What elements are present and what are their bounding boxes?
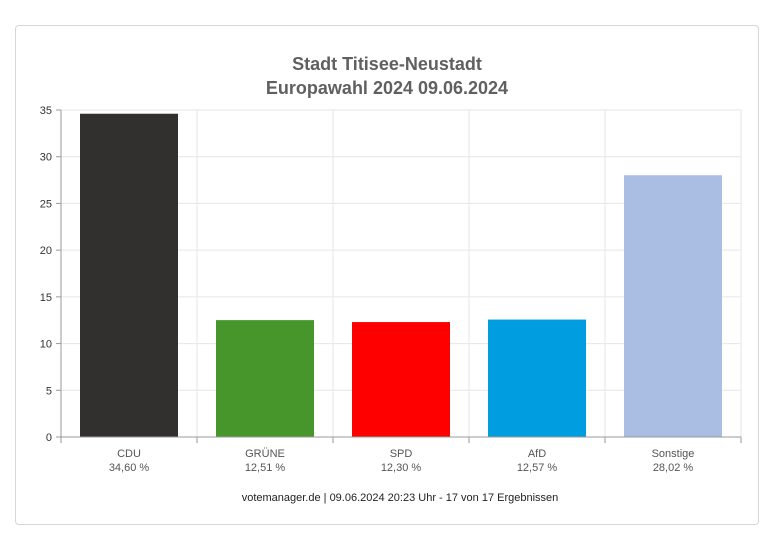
x-category-label: AfD	[528, 448, 546, 460]
axes	[56, 109, 742, 443]
x-category-label: GRÜNE	[245, 448, 285, 460]
bar-afd[interactable]	[488, 319, 586, 437]
bar-sonstige[interactable]	[624, 175, 722, 438]
bars	[80, 113, 722, 438]
chart-title: Stadt Titisee-Neustadt	[292, 54, 482, 74]
x-value-label: 12,57 %	[517, 462, 558, 474]
x-value-label: 34,60 %	[109, 462, 150, 474]
x-value-label: 28,02 %	[653, 462, 694, 474]
x-value-label: 12,51 %	[245, 462, 286, 474]
x-value-label: 12,30 %	[381, 462, 422, 474]
bar-spd[interactable]	[352, 322, 450, 437]
y-tick-label: 15	[40, 292, 52, 304]
x-category-label: SPD	[390, 448, 413, 460]
y-tick-label: 35	[40, 105, 52, 117]
y-tick-label: 0	[46, 432, 52, 444]
labels: 0 5 10 15 20 25 30 35 CDU 34,60 % GRÜNE 12,51 % SPD 1…	[40, 105, 695, 474]
x-category-label: Sonstige	[652, 448, 695, 460]
bar-grüne[interactable]	[216, 320, 314, 437]
y-tick-label: 10	[40, 339, 52, 351]
x-category-label: CDU	[117, 448, 141, 460]
chart-footer: votemanager.de | 09.06.2024 20:23 Uhr - …	[242, 492, 559, 504]
bar-cdu[interactable]	[80, 113, 178, 437]
chart-subtitle: Europawahl 2024 09.06.2024	[266, 78, 508, 98]
y-tick-label: 5	[46, 385, 52, 397]
y-tick-label: 30	[40, 152, 52, 164]
y-tick-label: 20	[40, 245, 52, 257]
y-tick-label: 25	[40, 198, 52, 210]
